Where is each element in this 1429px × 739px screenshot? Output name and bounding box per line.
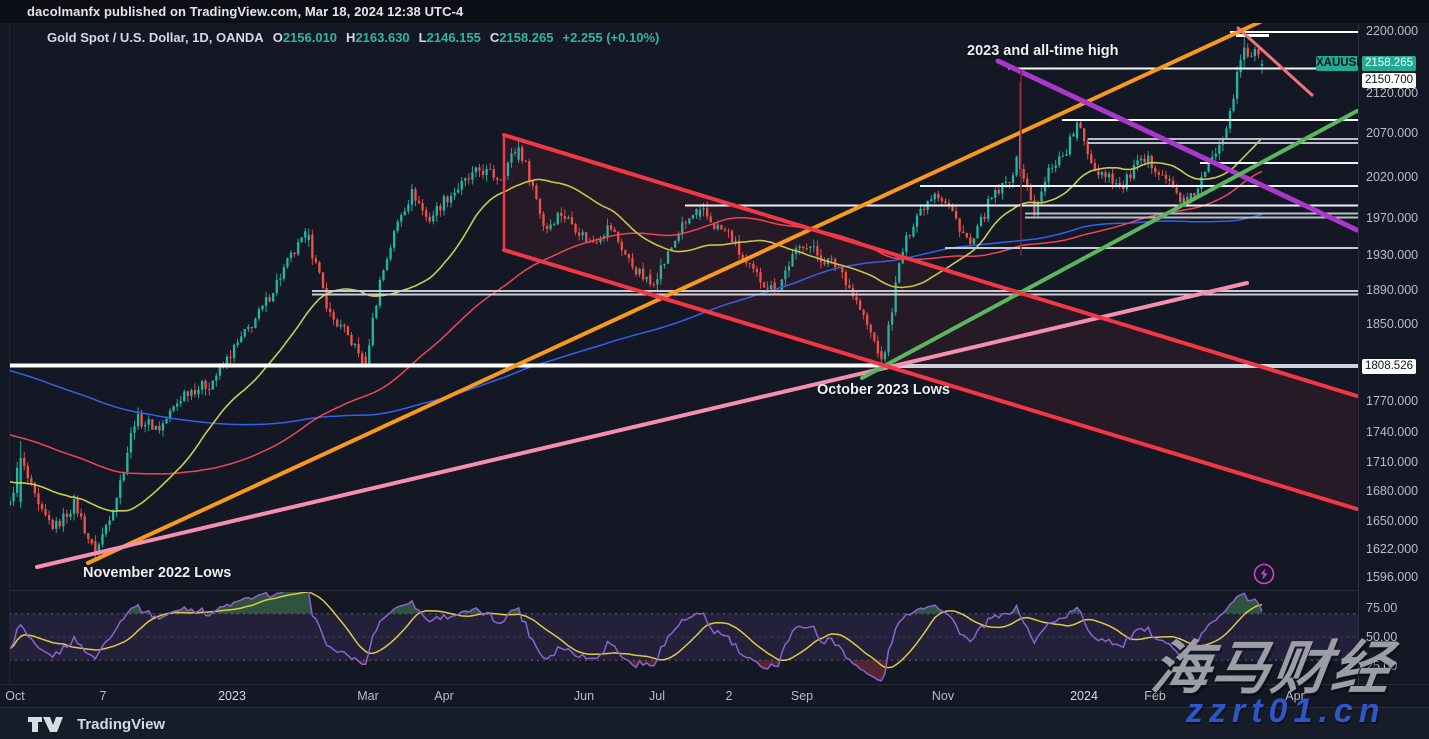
flash-icon[interactable] [1252, 562, 1276, 586]
price-tick-label: 2070.000 [1366, 126, 1419, 140]
tradingview-wordmark[interactable]: TradingView [77, 715, 166, 733]
trendline-descending-channel-upper [502, 133, 1358, 398]
price-tick-label: 2120.000 [1366, 86, 1419, 100]
symbol-badge: XAUUSD [1316, 56, 1365, 71]
time-tick-label: Apr [1285, 689, 1305, 703]
time-tick-label: Sep [790, 689, 814, 703]
trendline-ascending-support-nov-2022 [86, 22, 1264, 565]
time-tick-label: 7 [99, 689, 107, 703]
ohlc-change: +2.255 (+0.10%) [562, 30, 660, 45]
price-tick-label: 1850.000 [1366, 317, 1419, 331]
last-price-badge: 2158.265 [1362, 56, 1416, 71]
annotation-october-lows: October 2023 Lows [817, 382, 950, 398]
price-tick-label: 2020.000 [1366, 170, 1419, 184]
price-tick-label: 1596.000 [1366, 570, 1419, 584]
rsi-ma-line [9, 592, 1263, 669]
candlestick-series [9, 35, 1264, 561]
time-tick-label: 2023 [218, 689, 246, 703]
time-tick-label: Nov [931, 689, 955, 703]
time-tick-label: Apr [434, 689, 454, 703]
sma-100-line [9, 170, 1263, 475]
branding-bar: TradingView [0, 707, 1429, 739]
watermark-url: zzrt01.cn [1186, 692, 1386, 730]
price-tick-label: 1770.000 [1366, 394, 1419, 408]
ohlc-low: L2146.155 [418, 30, 481, 45]
line-level-badge-1808: 1808.526 [1362, 358, 1416, 374]
symbol-legend[interactable]: Gold Spot / U.S. Dollar, 1D, OANDA O2156.… [47, 30, 659, 45]
time-tick-label: 2 [725, 689, 733, 703]
symbol-title: Gold Spot / U.S. Dollar, 1D, OANDA [47, 30, 264, 45]
rsi-tick-label: 25.00 [1366, 659, 1398, 673]
time-tick-label: Mar [357, 689, 379, 703]
price-pane [9, 22, 1358, 569]
trendline-descending-channel-lower [502, 248, 1358, 511]
price-tick-label: 1680.000 [1366, 484, 1419, 498]
price-tick-label: 2200.000 [1366, 24, 1419, 38]
trendline-descending-resistance-from-2023-high [995, 58, 1358, 233]
rsi-pane [9, 592, 1358, 682]
rsi-overbought-fill [127, 592, 1262, 614]
sma-200-line [9, 213, 1263, 426]
line-level-badge-2150: 2150.700 [1362, 72, 1416, 88]
price-tick-label: 1710.000 [1366, 455, 1419, 469]
publish-header-bar: dacolmanfx published on TradingView.com,… [0, 0, 1429, 23]
channel-fill [504, 135, 1357, 509]
price-tick-label: 1622.000 [1366, 542, 1419, 556]
price-tick-label: 1890.000 [1366, 283, 1419, 297]
rsi-band [9, 613, 1358, 661]
time-tick-label: Feb [1144, 689, 1166, 703]
annotation-november-lows: November 2022 Lows [83, 565, 232, 581]
price-tick-label: 1930.000 [1366, 248, 1419, 262]
rsi-tick-label: 50.00 [1366, 630, 1398, 644]
time-tick-label: Oct [5, 689, 25, 703]
ohlc-high: H2163.630 [346, 30, 410, 45]
ohlc-open: O2156.010 [272, 30, 338, 45]
time-tick-label: Jul [649, 689, 665, 703]
rsi-line [9, 592, 1263, 682]
published-by-line: dacolmanfx published on TradingView.com,… [27, 4, 464, 19]
price-tick-label: 1970.000 [1366, 211, 1419, 225]
trendline-ascending-trendline-oct-2023 [860, 109, 1358, 380]
price-tick-label: 1650.000 [1366, 514, 1419, 528]
price-tick-label: 1740.000 [1366, 425, 1419, 439]
time-tick-label: 2024 [1070, 689, 1098, 703]
trendline-secondary-ascending-support [35, 281, 1249, 569]
ohlc-close: C2158.265 [489, 30, 554, 45]
trendline-pullback-line-from-ath [1236, 26, 1314, 97]
time-tick-label: Jun [573, 689, 595, 703]
annotation-ath: 2023 and all-time high [967, 43, 1119, 59]
sma-30-line [9, 137, 1263, 513]
tradingview-logo-icon[interactable] [27, 716, 67, 733]
rsi-tick-label: 75.00 [1366, 601, 1398, 615]
